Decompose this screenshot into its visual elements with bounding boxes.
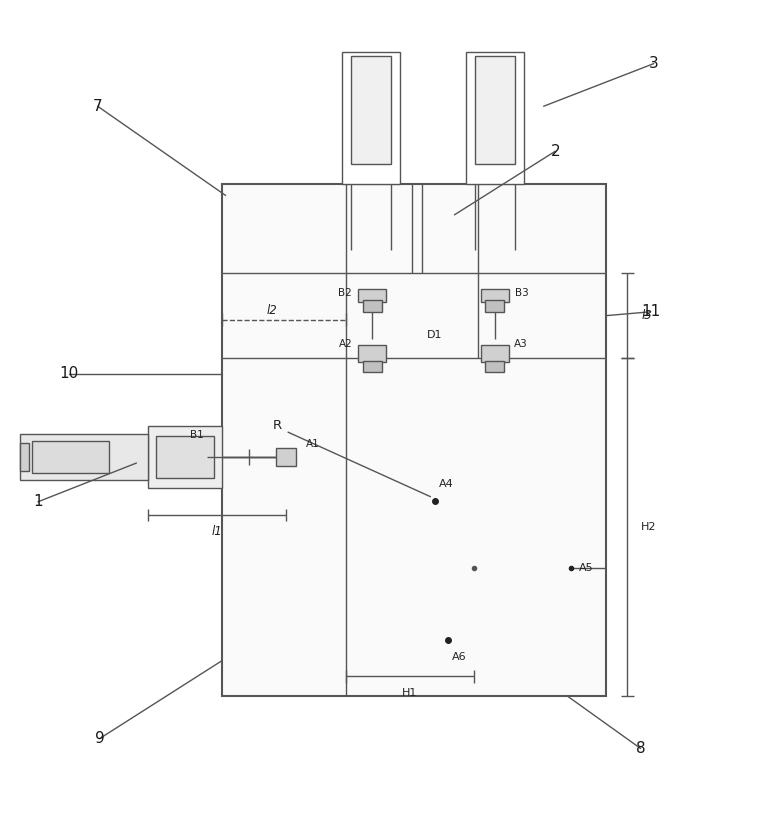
Bar (351, 56, 391, 164)
Bar (32, 441, 109, 473)
Text: A2: A2 (339, 339, 353, 349)
Bar (481, 288, 509, 302)
Bar (486, 361, 504, 372)
Bar (20, 433, 148, 480)
Text: A4: A4 (438, 479, 453, 489)
Text: A3: A3 (514, 339, 528, 349)
Bar (466, 52, 524, 184)
Bar (476, 56, 515, 164)
Text: l2: l2 (267, 304, 277, 317)
Text: l1: l1 (211, 525, 222, 538)
Text: A1: A1 (305, 439, 319, 449)
Bar (148, 426, 221, 488)
Bar (481, 345, 509, 362)
Bar (183, 441, 202, 472)
Text: H1: H1 (402, 688, 417, 698)
Bar (276, 447, 296, 466)
Bar (486, 300, 504, 312)
Text: 7: 7 (92, 99, 103, 114)
Text: A5: A5 (579, 563, 593, 573)
Bar (156, 436, 214, 478)
Text: 11: 11 (641, 304, 660, 319)
Text: l3: l3 (641, 309, 652, 322)
Bar (221, 184, 605, 696)
Bar (179, 445, 207, 468)
Text: D1: D1 (427, 330, 443, 340)
Text: 2: 2 (550, 144, 560, 159)
Bar (358, 345, 386, 362)
Text: H2: H2 (641, 522, 657, 532)
Text: R: R (273, 419, 282, 432)
Text: A6: A6 (451, 652, 466, 662)
Bar (20, 443, 30, 471)
Text: B3: B3 (515, 288, 528, 298)
Text: B2: B2 (338, 288, 352, 298)
Text: B1: B1 (190, 430, 204, 440)
Bar (342, 52, 400, 184)
Bar (363, 300, 382, 312)
Text: 8: 8 (636, 741, 646, 756)
Bar (358, 288, 386, 302)
Text: 9: 9 (95, 731, 105, 746)
Bar (363, 361, 382, 372)
Text: 3: 3 (649, 56, 659, 71)
Text: 10: 10 (59, 367, 78, 382)
Text: 1: 1 (33, 494, 43, 509)
